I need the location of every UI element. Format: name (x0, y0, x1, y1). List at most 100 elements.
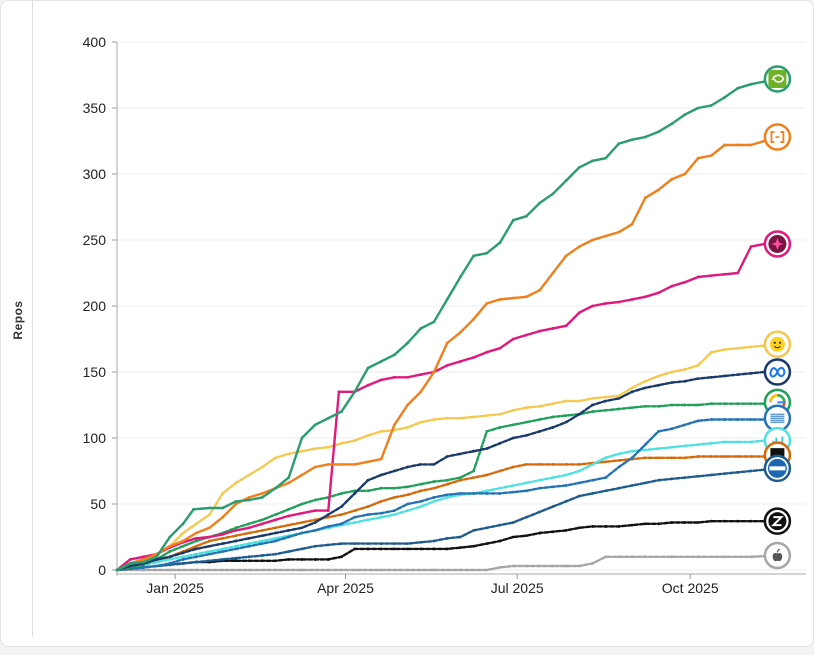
tencent-icon (763, 454, 792, 483)
data-point (525, 564, 528, 568)
data-point (485, 414, 489, 417)
data-point (617, 230, 621, 234)
data-point (326, 543, 330, 547)
data-point (617, 525, 621, 528)
data-point (406, 426, 409, 429)
apple-body (772, 552, 783, 562)
data-point (353, 542, 357, 545)
data-point (538, 564, 542, 568)
data-point (208, 539, 211, 543)
data-point (657, 478, 660, 482)
data-point (604, 408, 608, 412)
data-point (538, 430, 542, 433)
data-point (485, 301, 489, 305)
data-point (432, 418, 436, 421)
data-point (472, 317, 476, 321)
data-point (459, 360, 462, 363)
data-point (577, 463, 581, 466)
data-point (326, 416, 330, 420)
data-point (643, 295, 647, 299)
data-point (287, 507, 291, 511)
data-point (577, 494, 581, 498)
data-point (670, 521, 674, 524)
data-point (221, 492, 225, 495)
data-point (551, 476, 555, 479)
data-point (392, 375, 396, 379)
data-point (498, 241, 502, 245)
data-point (696, 555, 700, 559)
data-point (485, 447, 489, 450)
data-point (379, 542, 383, 545)
data-point (485, 492, 489, 495)
data-point (234, 547, 238, 551)
data-point (670, 555, 674, 559)
data-point (379, 457, 383, 461)
data-point (181, 551, 185, 555)
data-point (128, 562, 132, 565)
meta-icon (763, 358, 792, 386)
data-point (432, 547, 436, 551)
data-point (525, 433, 528, 437)
data-point (683, 456, 687, 460)
data-point (564, 399, 568, 403)
nvidia-eye (771, 74, 785, 83)
data-point (208, 506, 211, 510)
data-point (313, 498, 317, 502)
data-point (366, 366, 370, 370)
data-point (445, 298, 449, 301)
data-point (326, 525, 330, 528)
data-point (538, 288, 542, 292)
data-point (696, 419, 700, 423)
data-point (538, 201, 542, 205)
data-point (696, 521, 700, 524)
data-point (192, 507, 196, 511)
hf-eye-right (778, 341, 782, 344)
data-point (313, 447, 317, 450)
data-point (300, 502, 304, 506)
data-point (247, 498, 251, 502)
data-point (326, 558, 330, 561)
data-point (736, 455, 740, 458)
series-line-apple (115, 554, 779, 572)
data-point (181, 531, 185, 535)
data-point (617, 300, 621, 304)
data-point (630, 484, 634, 487)
data-point (392, 509, 396, 512)
data-point (353, 439, 357, 443)
data-point (194, 560, 198, 564)
data-point (472, 529, 476, 532)
data-point (564, 473, 568, 477)
data-point (247, 496, 251, 499)
data-point (419, 482, 423, 486)
data-point (247, 526, 251, 530)
data-point (168, 544, 172, 548)
data-point (696, 474, 700, 478)
data-point (274, 518, 277, 522)
z-letter (770, 516, 784, 527)
data-point (274, 536, 277, 540)
data-point (643, 448, 647, 452)
data-point (181, 544, 185, 548)
data-point (630, 406, 634, 410)
data-point (736, 86, 740, 90)
data-point (326, 568, 330, 572)
data-point (643, 404, 647, 408)
data-point (155, 555, 159, 559)
data-point (670, 284, 674, 288)
data-point (498, 412, 502, 416)
data-point (617, 465, 621, 469)
data-point (300, 511, 304, 515)
data-point (498, 523, 502, 527)
data-point (498, 426, 502, 429)
data-point (551, 402, 555, 406)
data-point (326, 445, 330, 449)
data-point (168, 562, 172, 565)
data-point (353, 390, 357, 394)
data-point (221, 550, 225, 553)
data-point (696, 364, 700, 367)
data-point (353, 515, 357, 519)
data-point (260, 465, 264, 469)
bracket-icon (763, 123, 792, 151)
data-point (736, 402, 740, 406)
data-point (670, 381, 674, 384)
